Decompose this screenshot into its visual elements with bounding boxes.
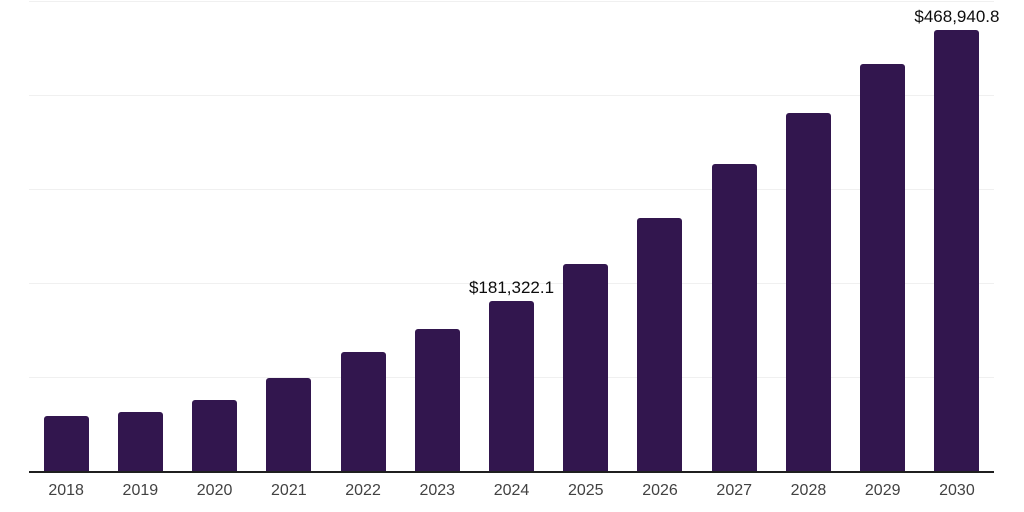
x-tick-label-2018: 2018 [48, 482, 84, 499]
bar-2027[interactable] [711, 164, 757, 471]
x-tick-label-2028: 2028 [790, 482, 827, 499]
x-tick-label-2021: 2021 [271, 482, 307, 499]
bar-column-2025 [549, 0, 623, 471]
bar-2025[interactable] [563, 264, 609, 471]
bar-2020[interactable] [192, 399, 238, 471]
bar-column-2028 [771, 0, 845, 471]
x-tick-label-2030: 2030 [939, 482, 975, 499]
bar-column-2022 [326, 0, 400, 471]
bars-container: $181,322.1 $468,940.8 [29, 0, 999, 471]
bar-2028[interactable] [785, 113, 831, 471]
x-tick-label-2020: 2020 [196, 482, 233, 499]
x-axis-line [29, 471, 994, 473]
x-tick-label-2019: 2019 [122, 482, 159, 499]
bar-2029[interactable] [860, 63, 906, 471]
bar-2023[interactable] [414, 328, 460, 471]
bar-column-2024: $181,322.1 [469, 0, 554, 471]
x-tick-label-2029: 2029 [864, 482, 901, 499]
gridline-400000 [29, 95, 994, 96]
bar-value-label-2030: $468,940.8 [914, 7, 1000, 27]
x-tick-label-2027: 2027 [716, 482, 753, 499]
x-tick-label-2023: 2023 [419, 482, 456, 499]
bar-2019[interactable] [117, 411, 163, 471]
plot-area: $181,322.1 $468,940.8 [29, 0, 999, 473]
x-axis-labels: 2018 2019 2020 2021 2022 2023 2024 2025 2026 2027… [29, 483, 994, 499]
gridline-500000 [29, 1, 994, 2]
bar-2018[interactable] [43, 415, 89, 471]
bar-value-label-2024: $181,322.1 [468, 277, 555, 297]
bar-column-2018 [29, 0, 103, 471]
bar-column-2021 [252, 0, 326, 471]
bar-column-2023 [400, 0, 474, 471]
bar-column-2020 [177, 0, 251, 471]
gridline-200000 [29, 283, 994, 284]
bar-column-2029 [846, 0, 920, 471]
x-tick-label-2022: 2022 [345, 482, 381, 499]
bar-column-2027 [697, 0, 771, 471]
bar-column-2030: $468,940.8 [914, 0, 999, 471]
bar-2024[interactable] [489, 300, 535, 471]
bar-2022[interactable] [340, 351, 386, 471]
x-tick-label-2026: 2026 [642, 482, 678, 499]
x-tick-label-2025: 2025 [567, 482, 604, 499]
bar-2021[interactable] [266, 377, 312, 471]
gridline-300000 [29, 189, 994, 190]
bar-2030[interactable] [934, 30, 980, 471]
bar-column-2026 [623, 0, 697, 471]
bar-2026[interactable] [637, 218, 683, 471]
x-tick-label-2024: 2024 [493, 482, 530, 499]
bar-column-2019 [103, 0, 177, 471]
